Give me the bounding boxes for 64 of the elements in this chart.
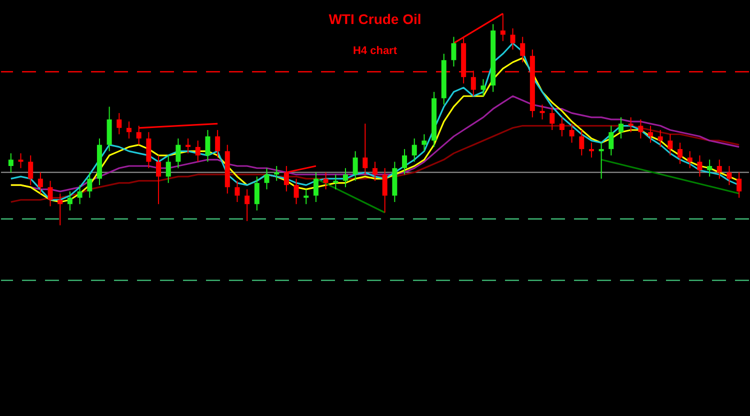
candlestick [726, 166, 732, 186]
candlestick [687, 150, 692, 169]
candlestick [658, 130, 663, 148]
candlestick [678, 142, 683, 164]
candlestick [304, 188, 309, 205]
candlestick [648, 125, 654, 144]
candlestick [382, 168, 388, 214]
candlestick [234, 180, 240, 202]
candlestick [156, 154, 162, 205]
candlestick [638, 118, 644, 139]
candlestick [579, 130, 584, 156]
candlestick [608, 125, 614, 156]
candlestick [569, 123, 574, 144]
candlestick [333, 174, 338, 190]
candlestick [736, 172, 742, 198]
candlestick [116, 112, 122, 135]
candlestick [87, 172, 92, 198]
candlestick [697, 154, 702, 178]
candlestick [274, 166, 280, 182]
candlestick [402, 148, 408, 175]
candlestick [510, 28, 516, 50]
candlestick [480, 78, 486, 97]
candlestick [28, 154, 34, 186]
candlestick [323, 172, 328, 190]
candlestick [195, 140, 200, 162]
candlestick [342, 168, 348, 188]
candlestick [451, 36, 456, 67]
candlestick [126, 121, 132, 139]
candlestick [176, 138, 181, 169]
candlestick [598, 142, 604, 180]
candlestick [540, 104, 545, 120]
candlestick [412, 138, 417, 162]
text: H4 chart [352, 45, 398, 57]
candlestick [550, 106, 555, 131]
candlestick [18, 152, 24, 169]
candlestick [422, 134, 427, 152]
candlestick [264, 168, 270, 190]
candlestick [146, 132, 152, 169]
candlestick [67, 190, 72, 211]
candlestick [254, 176, 260, 211]
candlestick [8, 152, 14, 173]
candlestick [48, 180, 53, 207]
candlestick [205, 130, 210, 162]
candlestick [294, 178, 299, 205]
candlestick [77, 184, 82, 205]
candlestick [559, 116, 564, 137]
candlestick [520, 36, 526, 63]
candlestick [618, 116, 624, 139]
candlestick [628, 116, 634, 133]
candlestick [716, 159, 722, 180]
chart-title: WTI Crude Oil [328, 11, 422, 27]
candlestick [244, 188, 250, 222]
candlestick [707, 159, 712, 178]
candlestick [362, 123, 368, 175]
candlestick [215, 130, 220, 158]
candlestick [313, 172, 318, 202]
candlestick [186, 138, 191, 154]
candlestick [38, 172, 43, 194]
candlestick [352, 150, 358, 182]
candlestick [58, 193, 63, 226]
candlestick [372, 161, 378, 182]
candlestick [588, 142, 594, 158]
candlestick [668, 134, 673, 156]
candlestick [166, 154, 171, 184]
